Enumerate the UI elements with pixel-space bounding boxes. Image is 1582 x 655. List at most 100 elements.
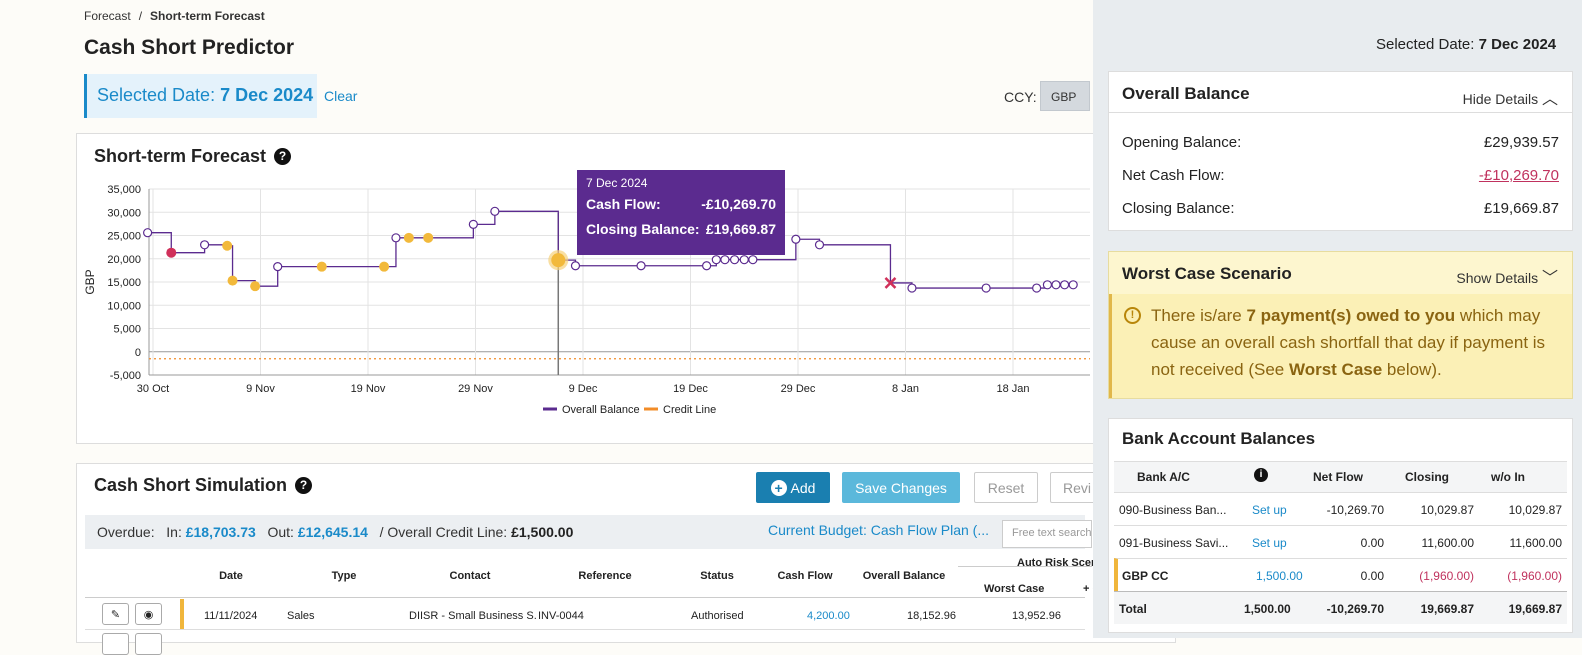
selected-date-banner: Selected Date: 7 Dec 2024 <box>84 74 317 118</box>
ccy-label: CCY: <box>1004 89 1037 105</box>
data-point <box>199 240 210 250</box>
x-tick-label: 19 Dec <box>673 383 708 395</box>
col-date[interactable]: Date <box>219 570 243 582</box>
search-input[interactable]: Free text search <box>1002 520 1092 548</box>
overdue-label: Overdue: <box>97 524 155 540</box>
ccy-select[interactable]: GBP <box>1040 81 1090 111</box>
save-changes-button[interactable]: Save Changes <box>842 472 960 503</box>
col-auto-risk: Auto Risk Scena <box>1017 557 1104 569</box>
tooltip-date: 7 Dec 2024 <box>586 176 648 190</box>
pencil-icon: ✎ <box>110 608 121 621</box>
col-closing: Closing <box>1405 470 1449 484</box>
bank-row: GBP CC 1,500.00 0.00 (1,960.00) (1,960.0… <box>1114 558 1567 591</box>
col-reference[interactable]: Reference <box>578 570 632 582</box>
bank-total-row: Total 1,500.00 -10,269.70 19,669.87 19,6… <box>1114 591 1567 624</box>
selected-date-value: 7 Dec 2024 <box>220 85 314 105</box>
edit-button[interactable]: ✎ <box>102 603 129 625</box>
view-button[interactable]: ◉ <box>135 603 162 625</box>
y-axis-label: GBP <box>83 269 97 294</box>
hide-details-label: Hide Details <box>1462 91 1539 107</box>
data-point <box>702 261 712 271</box>
data-point <box>1059 280 1070 290</box>
help-icon[interactable]: ? <box>295 477 313 494</box>
data-point <box>791 234 801 244</box>
row-worst-case: 13,952.96 <box>1012 610 1061 622</box>
x-tick-label: 9 Nov <box>246 383 275 395</box>
edit-button[interactable] <box>102 633 129 655</box>
worst-case-message: ! There is/are 7 payment(s) owed to you … <box>1109 294 1572 398</box>
help-icon[interactable]: ? <box>274 148 292 165</box>
bank-row-closing: (1,960.00) <box>1419 569 1474 583</box>
view-button[interactable] <box>135 633 162 655</box>
x-tick-label: 9 Dec <box>569 383 598 395</box>
row-cashflow[interactable]: 4,200.00 <box>807 610 850 622</box>
col-type[interactable]: Type <box>331 570 357 582</box>
col-contact[interactable]: Contact <box>449 570 491 582</box>
row-type: Sales <box>287 610 315 622</box>
row-contact[interactable]: DIISR - Small Business S... <box>409 610 537 622</box>
col-status[interactable]: Status <box>700 570 734 582</box>
credit-link[interactable]: 1,500.00 <box>1256 569 1303 583</box>
selected-date-label: Selected Date: <box>97 85 216 105</box>
right-selected-label: Selected Date: <box>1376 36 1475 53</box>
legend-label-credit: Credit Line <box>663 404 716 416</box>
y-tick-label: 20,000 <box>107 254 141 266</box>
row-overall-balance: 18,152.96 <box>907 610 956 622</box>
bank-row-name: GBP CC <box>1122 569 1169 583</box>
tooltip-closing-value: £19,669.87 <box>705 221 776 237</box>
show-details-toggle[interactable]: Show Details ﹀ <box>1456 264 1558 288</box>
receivable-marker <box>316 261 327 272</box>
worst-case-card: Worst Case Scenario Show Details ﹀ ! The… <box>1108 251 1573 399</box>
budget-link[interactable]: Current Budget: Cash Flow Plan (... <box>768 522 989 538</box>
data-point <box>570 261 581 271</box>
net-cashflow-label: Net Cash Flow: <box>1122 167 1225 184</box>
data-point <box>273 262 283 272</box>
data-point <box>739 255 749 265</box>
hide-details-toggle[interactable]: Hide Details ︿ <box>1463 85 1558 109</box>
x-tick-label: 19 Nov <box>351 383 386 395</box>
out-value[interactable]: £12,645.14 <box>297 524 368 540</box>
col-net-flow: Net Flow <box>1313 470 1363 484</box>
setup-link[interactable]: Set up <box>1252 503 1287 517</box>
add-button[interactable]: + Add <box>756 472 830 503</box>
page-title: Cash Short Predictor <box>84 36 295 59</box>
simulation-title: Cash Short Simulation ? <box>94 475 313 496</box>
data-point <box>1042 280 1053 290</box>
reset-button[interactable]: Reset <box>974 472 1038 503</box>
info-icon[interactable]: i <box>1254 468 1268 482</box>
y-tick-label: 30,000 <box>107 207 141 219</box>
bank-row-wo: 11,600.00 <box>1509 536 1563 550</box>
y-tick-label: -5,000 <box>110 370 141 382</box>
right-selected-value: 7 Dec 2024 <box>1478 36 1557 53</box>
y-tick-label: 35,000 <box>107 184 141 196</box>
receivable-marker <box>250 281 261 292</box>
col-overall-balance[interactable]: Overall Balance <box>862 570 946 582</box>
x-tick-label: 8 Jan <box>892 383 919 395</box>
in-value[interactable]: £18,703.73 <box>185 524 256 540</box>
clear-link[interactable]: Clear <box>324 88 358 104</box>
data-point <box>636 261 646 271</box>
credit-line-label: / Overall Credit Line: <box>379 524 508 540</box>
x-tick-label: 30 Oct <box>137 383 169 395</box>
closing-balance-label: Closing Balance: <box>1122 200 1235 217</box>
bank-row-name: 090-Business Ban... <box>1119 503 1227 517</box>
net-cashflow-value[interactable]: -£10,269.70 <box>1478 167 1559 184</box>
bank-row-name: 091-Business Savi... <box>1119 536 1229 550</box>
receivable-marker <box>227 275 238 286</box>
warning-icon: ! <box>1124 307 1141 324</box>
overall-balance-title: Overall Balance <box>1122 84 1250 103</box>
bank-balances-card: Bank Account Balances Bank A/C i Net Flo… <box>1108 418 1573 633</box>
col-cashflow[interactable]: Cash Flow <box>777 570 833 582</box>
simulation-title-text: Cash Short Simulation <box>94 475 288 495</box>
plus-icon: + <box>770 479 787 496</box>
bank-row: 090-Business Ban... Set up -10,269.70 10… <box>1114 492 1567 525</box>
receivable-marker <box>222 240 233 251</box>
setup-link[interactable]: Set up <box>1252 536 1287 550</box>
bank-row: 091-Business Savi... Set up 0.00 11,600.… <box>1114 525 1567 558</box>
breadcrumb-separator: / <box>138 9 143 23</box>
data-point <box>1068 280 1078 290</box>
bank-row-wo: (1,960.00) <box>1507 569 1562 583</box>
forecast-title-text: Short-term Forecast <box>94 146 267 166</box>
breadcrumb-forecast[interactable]: Forecast <box>84 9 131 23</box>
forecast-chart[interactable]: 35,000 30,000 25,000 20,000 15,000 10,000 5,00… <box>80 176 1090 426</box>
